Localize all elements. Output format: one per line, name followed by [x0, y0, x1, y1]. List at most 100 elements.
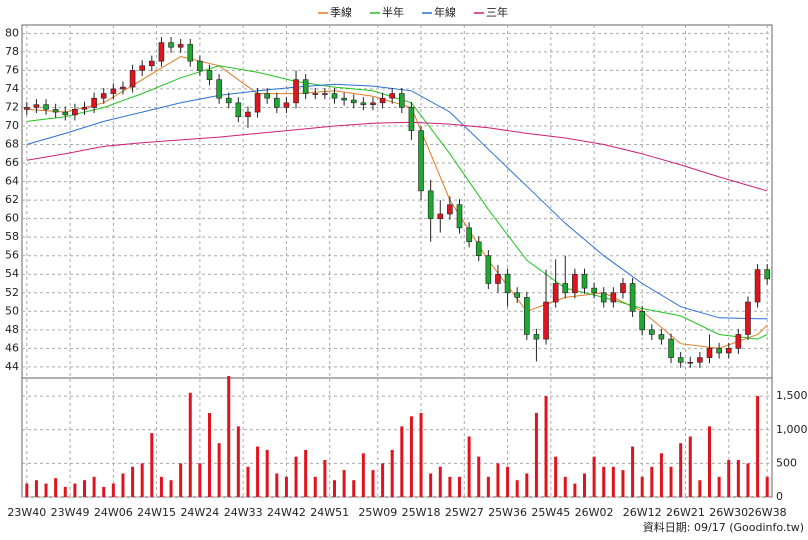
candle-body — [216, 79, 222, 99]
x-tick-label: 25W18 — [402, 506, 441, 519]
candle-body — [524, 297, 530, 335]
candle-body — [33, 104, 40, 108]
volume-bar — [650, 466, 654, 497]
volume-bar — [111, 483, 115, 497]
candle-body — [456, 204, 463, 229]
volume-bar — [602, 466, 606, 497]
candle-body — [100, 93, 107, 99]
volume-bar — [34, 480, 38, 497]
x-tick-label: 23W49 — [51, 506, 90, 519]
candle-body — [187, 44, 194, 62]
legend-label: 年線 — [434, 5, 456, 19]
volume-bar — [102, 486, 106, 497]
candle-body — [81, 107, 88, 110]
candle-body — [177, 44, 184, 48]
volume-bar — [544, 396, 548, 497]
legend-label: 季線 — [330, 5, 352, 19]
volume-bar — [121, 473, 125, 497]
y-tick-label: 48 — [5, 323, 19, 336]
footer: 資料日期: 09/17 (Goodinfo.tw) — [643, 520, 804, 534]
volume-bar — [515, 480, 519, 497]
volume-bar — [342, 470, 346, 497]
volume-bar — [506, 466, 510, 497]
candle-body — [418, 130, 424, 192]
volume-bar — [525, 473, 529, 497]
x-tick-label: 25W36 — [488, 506, 527, 519]
candle-body — [514, 292, 520, 298]
candle-body — [235, 102, 242, 118]
y-tick-label: 46 — [5, 341, 19, 354]
y-tick-label: 50 — [5, 304, 19, 317]
candle-body — [245, 111, 251, 118]
volume-bar — [131, 466, 135, 497]
volume-bar — [698, 480, 702, 497]
candle-body — [52, 109, 59, 113]
y-tick-label: 54 — [5, 267, 19, 280]
volume-bar — [179, 463, 183, 497]
volume-bar — [25, 483, 29, 497]
candle-body — [129, 70, 136, 88]
candle-body — [754, 269, 761, 303]
volume-bar — [467, 436, 471, 497]
x-tick-label: 25W09 — [358, 506, 397, 519]
volume-bar — [621, 470, 625, 497]
volume-bar — [688, 436, 692, 497]
volume-bar — [381, 463, 385, 497]
x-tick-label: 25W45 — [531, 506, 570, 519]
candle-body — [562, 283, 569, 294]
candle-body — [399, 93, 405, 108]
x-tick-label: 26W30 — [709, 506, 748, 519]
candle-body — [331, 93, 338, 99]
volume-tick-label: 1,000 — [776, 423, 808, 436]
candle-body — [610, 292, 617, 303]
legend-label: 三年 — [486, 5, 508, 19]
candle-body — [62, 111, 69, 116]
volume-bar — [746, 463, 750, 497]
x-tick-label: 25W27 — [445, 506, 484, 519]
volume-bar — [140, 463, 144, 497]
volume-bar — [304, 449, 308, 497]
candle-body — [658, 334, 665, 340]
y-tick-label: 78 — [5, 45, 19, 58]
candle-body — [91, 97, 97, 108]
candle-body — [158, 42, 165, 62]
y-tick-label: 58 — [5, 230, 19, 243]
volume-bar — [640, 476, 644, 497]
candle-body — [225, 97, 232, 104]
candle-body — [697, 357, 703, 363]
candle-body — [408, 107, 415, 131]
volume-bar — [208, 412, 211, 497]
plot-frame — [21, 24, 773, 498]
volume-bar — [679, 443, 683, 497]
candle-body — [591, 287, 597, 294]
candle-body — [649, 329, 655, 335]
volume-bar — [611, 466, 615, 497]
candle-body — [120, 86, 126, 90]
candle-body — [629, 283, 636, 312]
volume-tick-label: 500 — [776, 456, 797, 469]
candle-body — [677, 357, 684, 363]
candle-body — [341, 97, 347, 101]
volume-bar — [708, 426, 711, 497]
candle-body — [370, 102, 376, 105]
volume-bar — [573, 483, 577, 497]
volume-tick-label: 0 — [776, 490, 783, 503]
candle-body — [197, 60, 203, 71]
volume-bar — [44, 483, 48, 497]
volume-bar — [92, 476, 96, 497]
volume-bar — [390, 449, 394, 497]
candle-body — [716, 348, 722, 354]
volume-bar — [409, 416, 413, 497]
volume-bar — [275, 473, 279, 497]
candle-body — [543, 301, 549, 340]
volume-bar — [333, 480, 336, 497]
volume-bar — [429, 473, 433, 497]
y-tick-label: 72 — [5, 100, 19, 113]
candle-body — [475, 241, 482, 257]
volume-bar — [198, 463, 202, 497]
volume-bar — [256, 446, 260, 497]
x-tick-label: 26W02 — [575, 506, 614, 519]
volume-bar — [583, 473, 586, 497]
candle-body — [600, 292, 607, 303]
